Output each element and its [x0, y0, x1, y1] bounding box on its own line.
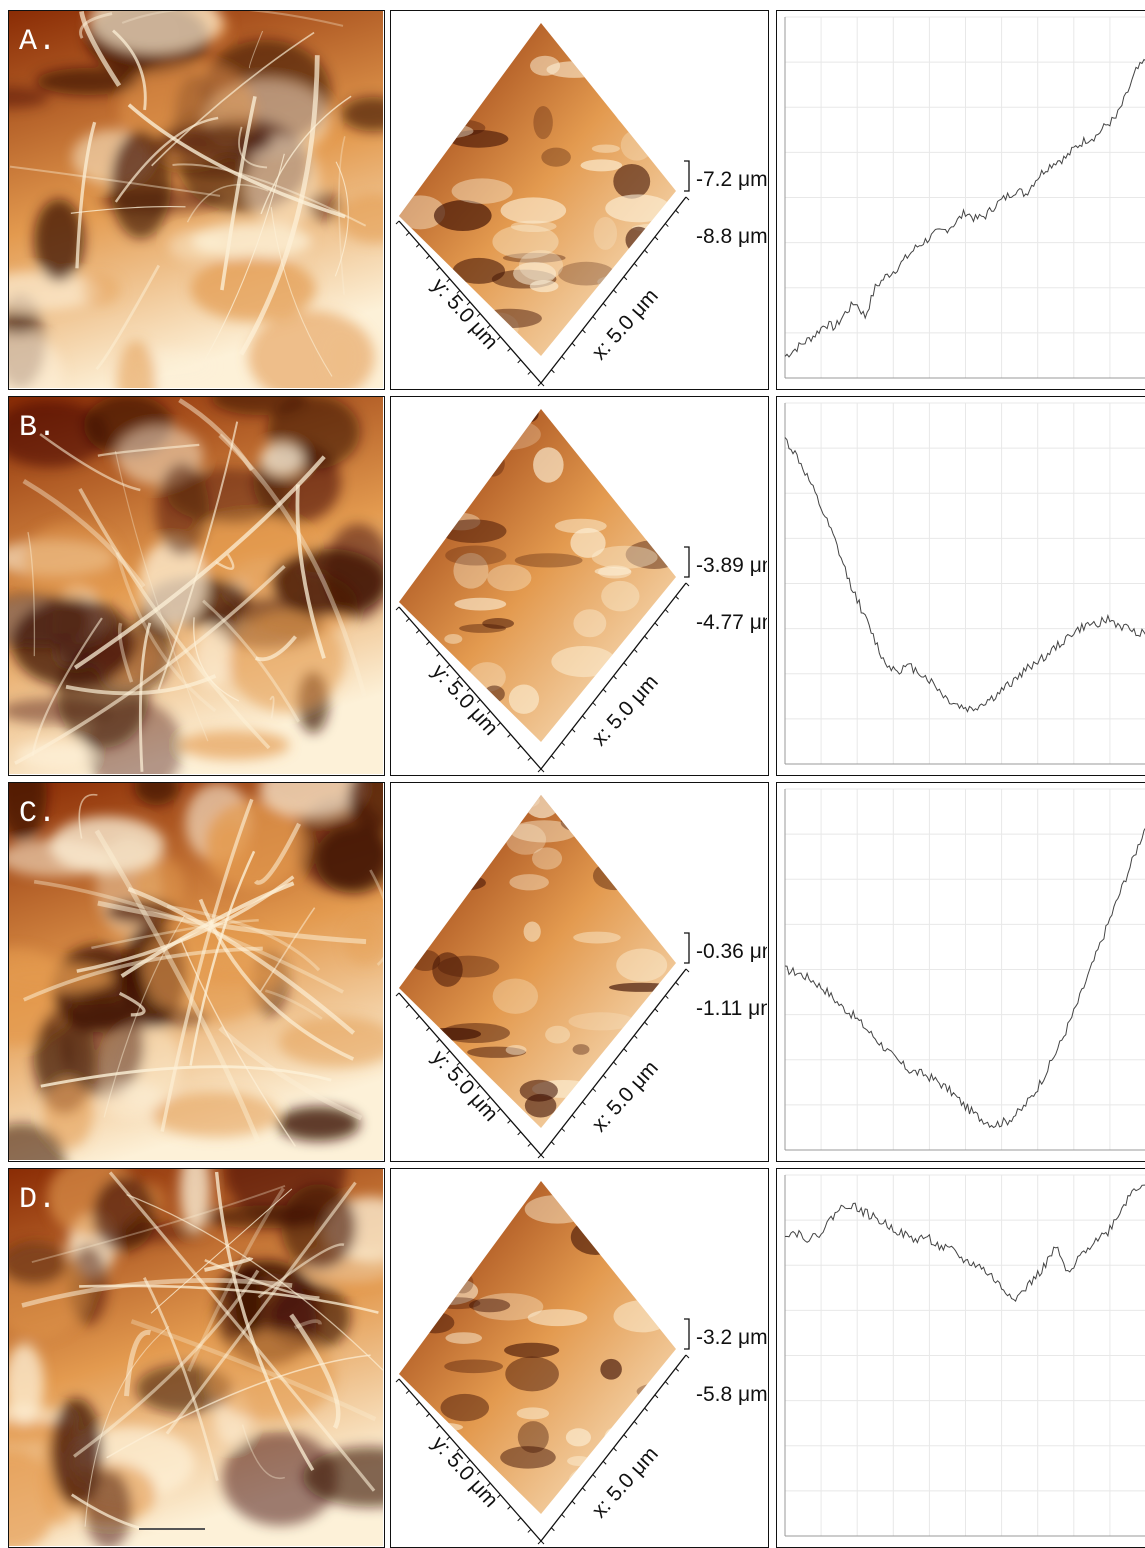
surface-3d — [399, 795, 676, 1128]
z-max-label: -3.89 μm — [696, 554, 767, 577]
profile-line — [784, 437, 1145, 713]
profile-line — [784, 1184, 1145, 1302]
afm-height-map: A. — [8, 10, 385, 390]
afm-height-map: B. — [8, 396, 385, 776]
afm-height-map: C. — [8, 782, 385, 1162]
afm-3d-topography: -3.89 μm-4.77 μmy: 5.0 μmx: 5.0 μm — [390, 396, 769, 776]
x-axis-label: x: 5.0 μm — [588, 284, 663, 364]
z-max-label: -0.36 μm — [696, 940, 767, 963]
x-axis-label: x: 5.0 μm — [588, 1442, 663, 1522]
afm-3d-topography: -0.36 μm-1.11 μmy: 5.0 μmx: 5.0 μm — [390, 782, 769, 1162]
height-profile-plot — [776, 10, 1145, 390]
height-profile-plot — [776, 782, 1145, 1162]
z-max-label: -7.2 μm — [696, 168, 767, 191]
profile-line — [784, 827, 1145, 1129]
afm-height-map: D. — [8, 1168, 385, 1548]
x-axis-label: x: 5.0 μm — [588, 670, 663, 750]
afm-3d-topography: -3.2 μm -5.8 μm y: 5.0 μm x: 5.0 μm — [390, 1168, 769, 1548]
z-min-label: -8.8 μm — [696, 225, 767, 248]
afm-3d-topography: -7.2 μm -8.8 μm y: 5.0 μm x: 5.0 μm — [390, 10, 769, 390]
height-profile-plot — [776, 396, 1145, 776]
z-min-label: -4.77 μm — [696, 611, 767, 634]
x-axis-label: x: 5.0 μm — [588, 1056, 663, 1136]
z-min-label: -1.11 μm — [696, 997, 767, 1020]
z-min-label: -5.8 μm — [696, 1383, 767, 1406]
height-profile-plot — [776, 1168, 1145, 1548]
profile-line — [784, 58, 1145, 358]
z-max-label: -3.2 μm — [696, 1326, 767, 1349]
